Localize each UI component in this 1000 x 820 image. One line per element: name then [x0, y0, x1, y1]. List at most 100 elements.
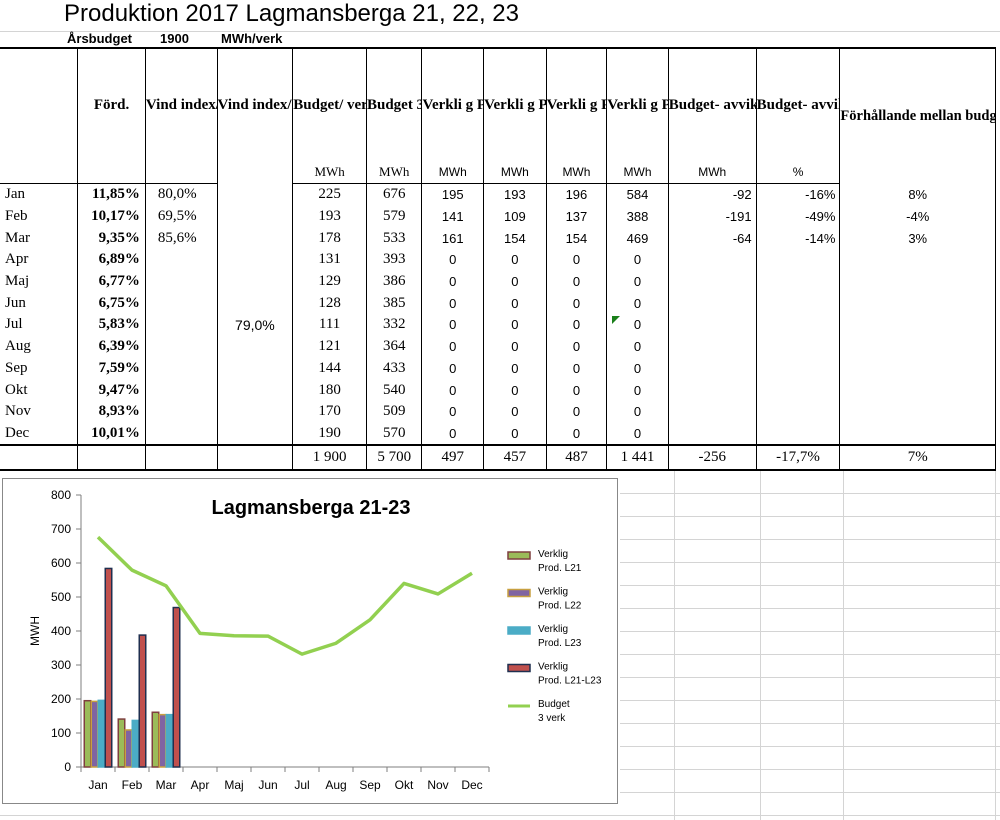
prod-l21-l23-cell[interactable]: 0 [606, 335, 669, 358]
header-budgetavvikelse-mwh[interactable]: Budget- avvikelse MWh [667, 47, 757, 161]
ford-cell[interactable]: 6,75% [77, 292, 146, 315]
prod-l21-l23-cell[interactable]: 469 [606, 227, 669, 250]
prod-l22-cell[interactable]: 0 [483, 270, 547, 293]
avvikelse-mwh-cell[interactable]: -191 [667, 205, 757, 228]
prod-l22-cell[interactable]: 0 [483, 292, 547, 315]
prod-l23-cell[interactable]: 0 [545, 292, 607, 315]
avvikelse-pct-cell[interactable] [755, 249, 840, 271]
prod-l21-cell[interactable]: 195 [421, 183, 484, 206]
prod-l22-cell[interactable]: 109 [483, 205, 547, 228]
budget-verk-cell[interactable]: 170 [292, 400, 367, 423]
month-cell[interactable]: Okt [5, 381, 28, 398]
prod-l22-cell[interactable]: 0 [483, 335, 547, 358]
month-cell[interactable]: Feb [5, 208, 28, 225]
prod-l21-cell[interactable]: 0 [421, 249, 484, 271]
prod-l21-l23-cell[interactable]: 388 [606, 205, 669, 228]
header-budget-3verk[interactable]: Budget 3 verk [365, 47, 422, 161]
header-vind-jan[interactable]: Vind index/ Jan- [216, 47, 293, 161]
prod-l23-cell[interactable]: 0 [545, 400, 607, 423]
avvikelse-pct-cell[interactable] [755, 314, 840, 336]
prod-l22-cell[interactable]: 154 [483, 227, 547, 250]
vind-index-cell[interactable] [144, 400, 218, 423]
ford-cell[interactable]: 10,01% [77, 422, 146, 446]
budget-3verk-cell[interactable]: 393 [365, 249, 422, 271]
vind-index-cell[interactable]: 80,0% [144, 183, 218, 206]
prod-l21-cell[interactable]: 0 [421, 400, 484, 423]
vind-index-cell[interactable]: 69,5% [144, 205, 218, 228]
total-avvikelse-pct[interactable]: -17,7% [755, 444, 840, 472]
prod-l21-l23-cell[interactable]: 584 [606, 183, 669, 206]
budget-verk-cell[interactable]: 193 [292, 205, 367, 228]
avvikelse-pct-cell[interactable]: -16% [755, 183, 840, 206]
header-ford[interactable]: Förd. [77, 47, 146, 161]
budget-verk-cell[interactable]: 121 [292, 335, 367, 358]
budget-verk-cell[interactable]: 225 [292, 183, 367, 206]
month-cell[interactable]: Jan [5, 186, 25, 203]
header-budget-verk[interactable]: Budget/ verk [292, 47, 367, 161]
vind-index-cell[interactable] [144, 422, 218, 446]
prod-l21-l23-cell[interactable]: 0 [606, 270, 669, 293]
forhallande-cell[interactable] [839, 357, 996, 380]
avvikelse-mwh-cell[interactable] [667, 314, 757, 336]
month-cell[interactable]: Jul [5, 316, 23, 333]
unit-prod-l23[interactable]: MWh [545, 161, 607, 184]
vind-index-jan-cell[interactable]: 79,0% [216, 183, 293, 446]
avvikelse-mwh-cell[interactable] [667, 379, 757, 401]
ford-cell[interactable]: 11,85% [77, 183, 146, 206]
prod-l21-cell[interactable]: 0 [421, 357, 484, 380]
month-cell[interactable]: Dec [5, 424, 30, 441]
budget-3verk-cell[interactable]: 332 [365, 314, 422, 336]
budget-verk-cell[interactable]: 190 [292, 422, 367, 446]
prod-l22-cell[interactable]: 193 [483, 183, 547, 206]
unit-avvikelse-mwh[interactable]: MWh [667, 161, 757, 184]
prod-l21-cell[interactable]: 0 [421, 270, 484, 293]
prod-l23-cell[interactable]: 154 [545, 227, 607, 250]
avvikelse-pct-cell[interactable] [755, 379, 840, 401]
budget-verk-cell[interactable]: 111 [292, 314, 367, 336]
total-avvikelse-mwh[interactable]: -256 [667, 444, 757, 472]
forhallande-cell[interactable]: 8% [839, 183, 996, 206]
prod-l21-cell[interactable]: 0 [421, 422, 484, 446]
budget-verk-cell[interactable]: 128 [292, 292, 367, 315]
budget-verk-cell[interactable]: 129 [292, 270, 367, 293]
avvikelse-pct-cell[interactable] [755, 400, 840, 423]
prod-l21-cell[interactable]: 0 [421, 335, 484, 358]
ford-cell[interactable]: 10,17% [77, 205, 146, 228]
prod-l23-cell[interactable]: 0 [545, 335, 607, 358]
avvikelse-pct-cell[interactable]: -14% [755, 227, 840, 250]
forhallande-cell[interactable]: 3% [839, 227, 996, 250]
ford-cell[interactable]: 9,47% [77, 379, 146, 401]
avvikelse-mwh-cell[interactable] [667, 292, 757, 315]
forhallande-cell[interactable] [839, 400, 996, 423]
budget-3verk-cell[interactable]: 676 [365, 183, 422, 206]
avvikelse-pct-cell[interactable] [755, 292, 840, 315]
budget-3verk-cell[interactable]: 433 [365, 357, 422, 380]
prod-l21-cell[interactable]: 0 [421, 314, 484, 336]
vind-index-cell[interactable] [144, 357, 218, 380]
total-prod-l23[interactable]: 487 [545, 444, 607, 472]
ford-cell[interactable]: 9,35% [77, 227, 146, 250]
prod-l21-l23-cell[interactable]: 0 [606, 314, 669, 336]
forhallande-cell[interactable] [839, 422, 996, 446]
forhallande-cell[interactable] [839, 379, 996, 401]
prod-l23-cell[interactable]: 137 [545, 205, 607, 228]
prod-l21-cell[interactable]: 0 [421, 379, 484, 401]
prod-l21-cell[interactable]: 0 [421, 292, 484, 315]
header-forhallande[interactable]: Förhållande mellan budget och verklig pr… [839, 47, 996, 184]
prod-l23-cell[interactable]: 0 [545, 422, 607, 446]
budget-3verk-cell[interactable]: 533 [365, 227, 422, 250]
month-cell[interactable]: Aug [5, 338, 31, 355]
prod-l23-cell[interactable]: 196 [545, 183, 607, 206]
budget-3verk-cell[interactable]: 540 [365, 379, 422, 401]
header-vind-manad[interactable]: Vind index/ månad [144, 47, 218, 161]
total-forhallande[interactable]: 7% [839, 444, 996, 472]
prod-l21-l23-cell[interactable]: 0 [606, 249, 669, 271]
forhallande-cell[interactable] [839, 335, 996, 358]
month-cell[interactable]: Mar [5, 229, 30, 246]
prod-l22-cell[interactable]: 0 [483, 400, 547, 423]
avvikelse-mwh-cell[interactable] [667, 249, 757, 271]
vind-index-cell[interactable]: 85,6% [144, 227, 218, 250]
avvikelse-mwh-cell[interactable] [667, 270, 757, 293]
vind-index-cell[interactable] [144, 379, 218, 401]
budget-3verk-cell[interactable]: 386 [365, 270, 422, 293]
